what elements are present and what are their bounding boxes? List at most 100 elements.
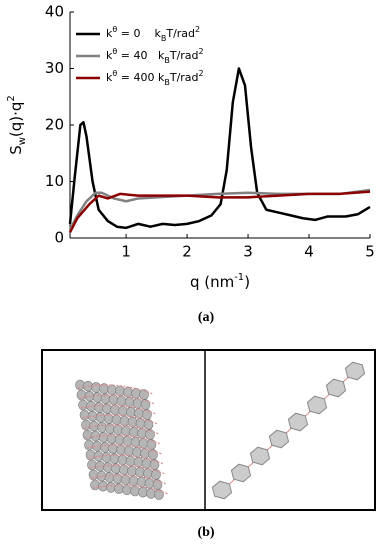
x-axis-label-part: -1 [234,272,244,283]
x-tick-label: 2 [182,243,192,261]
bead [136,476,147,488]
bead [123,386,133,398]
y-axis-label-part: w [17,137,28,145]
bead [86,400,96,412]
legend-part: T/rad [169,71,199,84]
bead [103,462,113,473]
caption: (a) [198,310,215,325]
bead [91,382,101,393]
line-series [68,190,371,233]
bead [121,425,131,437]
helix-strand [89,464,166,475]
bead [127,465,137,477]
bead [79,409,90,421]
bead [110,404,120,416]
bead [129,426,139,438]
bead [116,395,127,407]
bead [119,415,130,427]
legend-part: 2 [199,47,204,56]
bead [90,430,101,442]
bead [84,390,95,402]
helix-strand [91,474,167,485]
bead [83,380,93,392]
bead [132,446,142,458]
hexagon [325,378,347,398]
legend-part: θ [112,25,117,34]
hexagon [268,429,290,449]
bead [120,474,131,486]
x-tick-label: 3 [243,243,253,261]
x-axis-label-part: ) [244,273,250,291]
x-axis-label: q (nm-1) [190,272,250,291]
bead [85,449,96,461]
bead [95,460,105,472]
bead [116,444,126,456]
hexagon [344,361,366,381]
legend-part: = 40 [117,49,158,62]
y-tick-label: 10 [45,172,64,190]
bead [78,399,88,411]
helix-strand [83,424,160,435]
bead [89,420,99,432]
hexagon [287,412,309,432]
legend-part: k [106,27,113,40]
y-tick-label: 0 [54,229,64,247]
helix-strand [80,404,157,415]
bead [101,452,112,463]
bead [92,392,103,403]
y-axis-label-part: S [7,145,25,155]
bead [137,428,147,439]
legend-part: T/rad [169,49,199,62]
bead [143,468,153,479]
bead [135,418,146,429]
x-tick-label: 5 [365,243,375,261]
x-tick-label: 1 [121,243,131,261]
hexagon [230,463,252,483]
bead [92,440,102,452]
y-tick-label: 20 [45,116,64,134]
y-axis-label-part: (q)·q [7,102,25,138]
bead [130,485,140,497]
hexagon [306,395,328,415]
bead [118,405,128,417]
bead [90,479,100,491]
helix-strand [77,384,154,395]
bead [122,484,132,496]
panel-frame [41,349,376,511]
bead [113,424,123,436]
bead [81,419,91,431]
x-axis-label-part: q (nm [190,273,234,291]
helix-image [75,379,169,500]
bead [125,455,136,467]
bead [117,454,128,466]
helix-strand [79,394,155,405]
y-tick-label: 40 [45,3,64,21]
legend-part: T/rad [165,27,195,40]
line-series [68,67,371,230]
caption: (b) [197,525,214,540]
bead [119,464,129,476]
helix-strand [88,454,164,465]
hexagon [211,480,233,500]
legend-part: k [154,27,161,40]
bead [130,436,141,448]
bead [131,388,141,399]
helix-strand [92,484,169,495]
y-tick-label: 30 [45,59,64,77]
bead [106,482,116,493]
bead [87,459,97,471]
legend-part: k [106,49,113,62]
bead [93,450,104,462]
legend-part: B [161,34,167,43]
y-axis-label: Sw(q)·q2 [6,95,28,155]
bead [126,406,136,418]
bead [98,480,108,492]
bead [97,422,107,433]
bead [140,448,150,459]
legend-entry: kθ = 40 kBT/rad2 [106,47,204,65]
bead [82,429,93,441]
legend-part: k [158,49,165,62]
legend-part: B [164,78,170,87]
legend-part: 2 [195,25,200,34]
